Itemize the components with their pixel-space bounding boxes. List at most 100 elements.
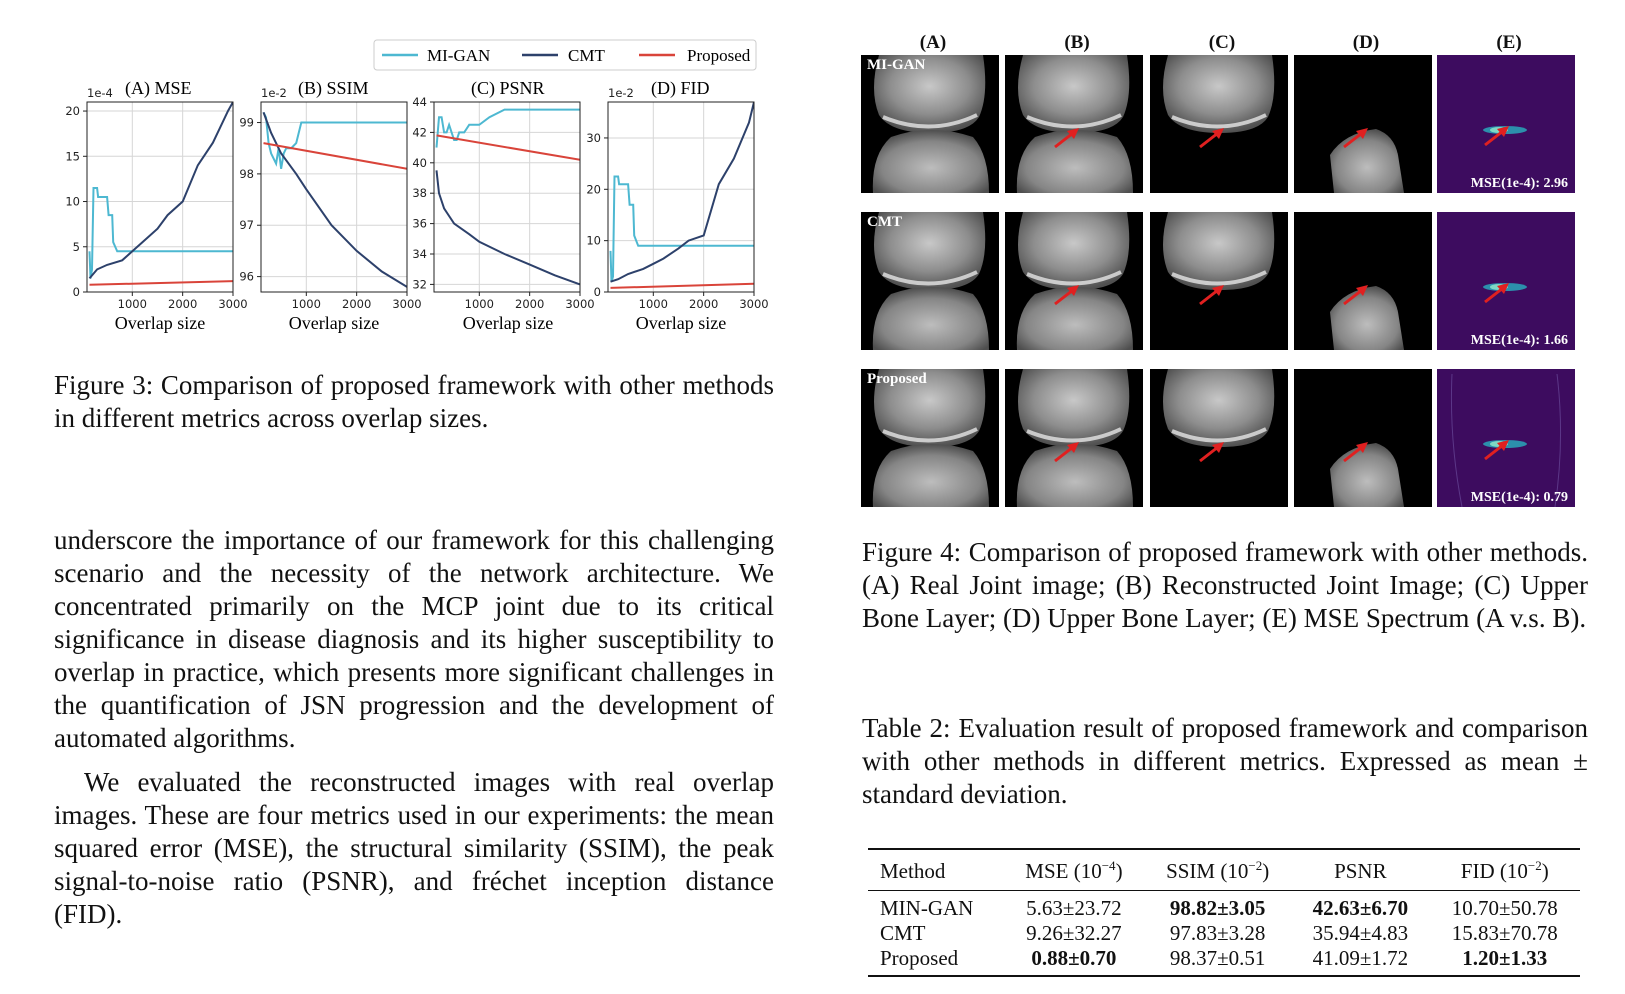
body-paragraph-1: underscore the importance of our framewo… bbox=[54, 525, 774, 753]
x-tick-label: 2000 bbox=[689, 297, 718, 311]
row-label-migan: MI-GAN bbox=[867, 57, 925, 73]
results-table-wrapper: Method MSE (10−4) SSIM (10−2) PSNR FID (… bbox=[868, 848, 1580, 977]
series-line-migan bbox=[435, 108, 580, 148]
image-cell-proposed-a bbox=[861, 369, 999, 507]
image-cell-cmt-a bbox=[861, 212, 999, 350]
series-line-migan bbox=[262, 111, 407, 169]
x-axis-label: Overlap size bbox=[463, 313, 553, 333]
x-tick-label: 1000 bbox=[465, 297, 494, 311]
series-line-proposed bbox=[89, 280, 233, 286]
x-tick-label: 1000 bbox=[118, 297, 147, 311]
header-fid: FID (10−2) bbox=[1460, 858, 1549, 883]
cell-ssim: 98.82±3.05 bbox=[1169, 896, 1266, 920]
cell-method: CMT bbox=[880, 921, 926, 945]
cell-fid: 1.20±1.33 bbox=[1462, 946, 1548, 970]
x-axis-label: Overlap size bbox=[115, 313, 205, 333]
table-row: Proposed 0.88±0.70 98.37±0.51 41.09±1.72… bbox=[868, 946, 1580, 975]
y-tick-label: 97 bbox=[239, 218, 254, 232]
column-header-c: (C) bbox=[1209, 32, 1235, 53]
series-line-proposed bbox=[436, 134, 580, 161]
plot-frame bbox=[260, 101, 408, 293]
image-cell-cmt-e bbox=[1437, 212, 1575, 350]
subplot-mse: (A) MSE 1e-4 Overlap size 1000 2000 3000 0 5… bbox=[65, 78, 247, 333]
plot-frame bbox=[86, 101, 234, 293]
subplot-fid: (D) FID 1e-2 Overlap size 1000 2000 3000 0 1… bbox=[586, 78, 768, 333]
arrow-icon bbox=[1343, 131, 1363, 149]
header-psnr: PSNR bbox=[1334, 858, 1387, 883]
image-cell-migan-d bbox=[1294, 55, 1432, 193]
cell-psnr: 41.09±1.72 bbox=[1312, 946, 1409, 970]
header-mse: MSE (10−4) bbox=[1025, 858, 1123, 883]
series-line-cmt bbox=[435, 170, 580, 286]
plot-frame bbox=[607, 101, 755, 293]
cell-fid: 10.70±50.78 bbox=[1451, 896, 1558, 920]
table-2-caption: Table 2: Evaluation result of proposed f… bbox=[862, 713, 1588, 809]
cell-mse: 0.88±0.70 bbox=[1031, 946, 1117, 970]
y-tick-label: 0 bbox=[594, 285, 601, 299]
image-cell-proposed-d bbox=[1294, 369, 1432, 507]
figure-3-charts: MI-GAN CMT Proposed (A) MSE 1e-4 Overlap… bbox=[65, 39, 769, 333]
image-cell-migan-e bbox=[1437, 55, 1575, 193]
series-line-migan bbox=[609, 175, 754, 282]
legend-label-cmt: CMT bbox=[568, 46, 605, 65]
x-tick-label: 1000 bbox=[639, 297, 668, 311]
y-tick-label: 42 bbox=[412, 125, 427, 139]
scale-label: 1e-2 bbox=[608, 86, 634, 100]
figure-3-legend: MI-GAN CMT Proposed bbox=[373, 39, 757, 71]
image-cell-cmt-c bbox=[1150, 212, 1288, 350]
figure-3-caption: Figure 3: Comparison of proposed framewo… bbox=[54, 370, 774, 433]
x-axis-label: Overlap size bbox=[636, 313, 726, 333]
arrow-icon bbox=[1343, 445, 1363, 463]
header-method: Method bbox=[880, 858, 946, 883]
legend-label-migan: MI-GAN bbox=[427, 46, 490, 65]
arrow-icon bbox=[1484, 286, 1504, 304]
y-tick-label: 20 bbox=[65, 104, 80, 118]
y-tick-label: 15 bbox=[65, 149, 80, 163]
subplot-title: (D) FID bbox=[651, 78, 710, 99]
series-line-migan bbox=[88, 187, 233, 279]
cell-mse: 9.26±32.27 bbox=[1026, 921, 1122, 945]
column-header-e: (E) bbox=[1496, 32, 1521, 53]
figure-4-image-grid: (A) (B) (C) (D) (E) MI-GAN CMT Proposed … bbox=[861, 32, 1575, 507]
table-row: MIN-GAN 5.63±23.72 98.82±3.05 42.63±6.70… bbox=[868, 891, 1580, 922]
column-header-a: (A) bbox=[920, 32, 946, 53]
image-cell-proposed-c bbox=[1150, 369, 1288, 507]
y-tick-label: 98 bbox=[239, 167, 254, 181]
cell-method: MIN-GAN bbox=[880, 896, 974, 920]
figure-4-cells bbox=[861, 55, 1575, 507]
results-table: Method MSE (10−4) SSIM (10−2) PSNR FID (… bbox=[868, 850, 1580, 975]
y-tick-label: 99 bbox=[239, 116, 254, 130]
y-tick-label: 96 bbox=[239, 270, 254, 284]
table-row: CMT 9.26±32.27 97.83±3.28 35.94±4.83 15.… bbox=[868, 921, 1580, 946]
arrow-icon bbox=[1199, 445, 1219, 463]
series-line-cmt bbox=[262, 111, 407, 288]
y-tick-label: 38 bbox=[412, 186, 427, 200]
x-tick-label: 3000 bbox=[392, 297, 421, 311]
x-tick-label: 2000 bbox=[342, 297, 371, 311]
x-tick-label: 3000 bbox=[739, 297, 768, 311]
plot-frame bbox=[433, 101, 581, 293]
series-line-proposed bbox=[610, 282, 754, 289]
y-tick-label: 0 bbox=[73, 285, 80, 299]
scale-label: 1e-2 bbox=[261, 86, 287, 100]
row-label-cmt: CMT bbox=[867, 214, 902, 230]
arrow-icon bbox=[1054, 131, 1074, 149]
y-tick-label: 36 bbox=[412, 217, 427, 231]
arrow-icon bbox=[1343, 288, 1363, 306]
x-axis-label: Overlap size bbox=[289, 313, 379, 333]
y-tick-label: 34 bbox=[412, 247, 427, 261]
scale-label: 1e-4 bbox=[87, 86, 113, 100]
cell-psnr: 42.63±6.70 bbox=[1312, 896, 1409, 920]
cell-fid: 15.83±70.78 bbox=[1451, 921, 1558, 945]
image-cell-migan-c bbox=[1150, 55, 1288, 193]
arrow-icon bbox=[1484, 129, 1504, 147]
cell-ssim: 97.83±3.28 bbox=[1169, 921, 1266, 945]
cell-method: Proposed bbox=[880, 946, 959, 970]
arrow-icon bbox=[1484, 443, 1504, 461]
table-header-row: Method MSE (10−4) SSIM (10−2) PSNR FID (… bbox=[868, 850, 1580, 891]
x-tick-label: 3000 bbox=[218, 297, 247, 311]
cell-mse: 5.63±23.72 bbox=[1026, 896, 1122, 920]
y-tick-label: 30 bbox=[586, 131, 601, 145]
cell-psnr: 35.94±4.83 bbox=[1312, 921, 1409, 945]
y-tick-label: 5 bbox=[73, 240, 80, 254]
